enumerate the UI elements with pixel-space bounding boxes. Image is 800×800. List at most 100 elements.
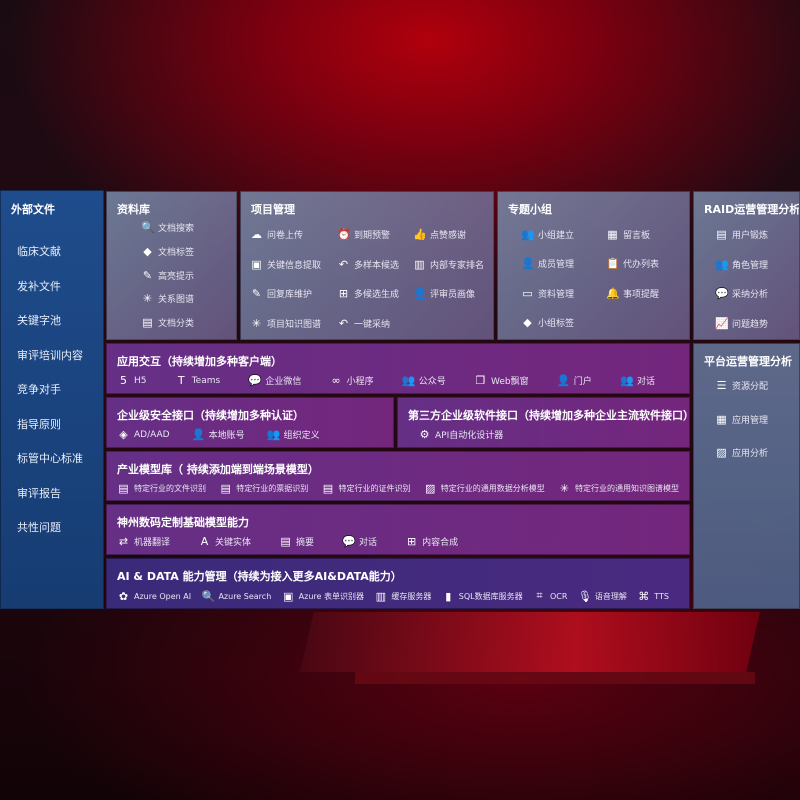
ranking-icon: ▥ [414, 257, 425, 271]
feature-label: 内容合成 [422, 538, 459, 548]
form-icon: ▣ [282, 589, 294, 603]
feature-item-id-card[interactable]: ▤ 特定行业的证件识别 [322, 482, 411, 495]
feature-item-pen[interactable]: ✎ 高亮提示 [141, 269, 194, 282]
feature-item-sql[interactable]: ▮ SQL数据库服务器 [442, 590, 522, 603]
feature-label: Azure Search [218, 591, 272, 601]
feature-label: 高亮提示 [158, 271, 195, 282]
feature-item-user[interactable]: 👤 评审员画像 [413, 287, 475, 300]
feature-label: 机器翻译 [134, 538, 171, 548]
feature-item-ocr[interactable]: ⌗ OCR [533, 589, 567, 603]
feature-item-portal[interactable]: 👤 门户 [557, 374, 592, 387]
feature-item-puzzle[interactable]: ⊞ 多候选生成 [337, 287, 399, 300]
feature-label: 项目知识图谱 [267, 319, 322, 330]
feature-label: 文档标签 [158, 247, 195, 258]
feature-item-cloud-upload[interactable]: ☁ 问卷上传 [250, 228, 303, 241]
feature-item-bbs[interactable]: ▦ 留言板 [606, 228, 650, 241]
feature-item-teams[interactable]: T Teams [175, 374, 220, 387]
feature-item-doc[interactable]: ▤ 特定行业的文件识别 [117, 482, 206, 495]
feature-item-window[interactable]: ❐ Web飘窗 [474, 374, 529, 387]
external-file-item[interactable]: 发补文件 [17, 279, 61, 293]
feature-label: 组织定义 [283, 431, 320, 441]
feature-item-extract[interactable]: ▣ 关键信息提取 [250, 258, 321, 271]
feature-item-reply[interactable]: ↶ 一键采纳 [337, 317, 390, 330]
feature-item-users[interactable]: 👥 公众号 [402, 374, 446, 387]
html5-icon: 5 [120, 374, 127, 387]
feature-item-clipboard[interactable]: 📋 代办列表 [606, 257, 659, 270]
feature-label: 回复库维护 [267, 290, 313, 300]
feature-item-reply[interactable]: ↶ 多样本候选 [337, 258, 399, 271]
feature-item-speech[interactable]: 🎙 语音理解 [578, 590, 627, 603]
external-file-item[interactable]: 共性问题 [17, 521, 61, 534]
feature-item-puzzle[interactable]: ⊞ 内容合成 [405, 535, 458, 548]
external-file-item[interactable]: 临床文献 [17, 245, 61, 258]
feature-item-users[interactable]: 👥 角色管理 [715, 258, 768, 271]
feature-item-tts[interactable]: ⌘ TTS [637, 590, 669, 603]
clipboard-icon: 📋 [606, 257, 620, 271]
external-file-item[interactable]: 标管中心标准 [17, 452, 83, 465]
feature-item-alarm[interactable]: ⏰ 到期预警 [337, 228, 390, 241]
panel-title: 外部文件 [11, 203, 55, 216]
decorative-red-band [300, 612, 760, 672]
feature-label: 问卷上传 [267, 231, 304, 241]
external-file-item[interactable]: 审评培训内容 [17, 348, 83, 362]
feature-label: 问题趋势 [732, 319, 769, 330]
feature-item-html5[interactable]: 5 H5 [117, 374, 147, 387]
feature-item-mini-program[interactable]: ∞ 小程序 [330, 374, 373, 387]
feature-label: 关键实体 [215, 538, 252, 548]
feature-item-qa[interactable]: 💬 采纳分析 [715, 287, 768, 300]
feature-item-trend[interactable]: 📈 问题趋势 [715, 317, 768, 330]
external-file-item[interactable]: 审评报告 [17, 486, 61, 500]
feature-item-ad[interactable]: ◈ AD/AAD [117, 428, 169, 441]
feature-item-wechat[interactable]: 💬 企业微信 [248, 374, 301, 387]
folder-icon: ▭ [522, 286, 533, 300]
feature-item-gear[interactable]: ⚙ API自动化设计器 [418, 428, 504, 441]
tag-icon: ◆ [523, 315, 532, 329]
feature-label: 到期预警 [354, 231, 391, 241]
chat-icon: 💬 [342, 535, 356, 548]
feature-item-chart[interactable]: ▨ 特定行业的通用数据分析模型 [424, 482, 545, 495]
feature-item-user-lock[interactable]: 👤 本地账号 [192, 428, 245, 441]
external-file-item[interactable]: 关键字池 [17, 314, 61, 327]
feature-item-tag[interactable]: ◆ 小组标签 [521, 316, 574, 329]
feature-item-edit[interactable]: ✎ 回复库维护 [250, 287, 312, 300]
group-panel: 专题小组 [497, 191, 690, 340]
feature-item-receipt[interactable]: ▤ 特定行业的票据识别 [219, 482, 309, 495]
feature-item-tag[interactable]: ◆ 文档标签 [141, 245, 194, 258]
feature-item-ranking[interactable]: ▥ 内部专家排名 [413, 258, 484, 271]
feature-item-folder[interactable]: ▭ 资料管理 [521, 287, 574, 300]
feature-item-translate[interactable]: ⇄ 机器翻译 [117, 535, 170, 548]
feature-item-entity[interactable]: A 关键实体 [198, 535, 251, 548]
feature-item-user-add[interactable]: 👤 成员管理 [521, 257, 574, 270]
feature-item-thumbs-up[interactable]: 👍 点赞感谢 [413, 228, 466, 241]
feature-item-apps[interactable]: ▦ 应用管理 [715, 413, 768, 426]
feature-item-users[interactable]: 👥 小组建立 [521, 228, 574, 241]
external-file-item[interactable]: 竞争对手 [17, 383, 61, 396]
feature-item-form[interactable]: ▣ Azure 表单识别器 [282, 590, 364, 603]
external-file-item[interactable]: 指导原则 [17, 417, 61, 431]
tag-icon: ◆ [143, 244, 152, 258]
feature-item-graph[interactable]: ✳ 项目知识图谱 [250, 317, 321, 330]
entity-icon: A [200, 535, 209, 548]
feature-item-chat-users[interactable]: 👥 对话 [620, 374, 655, 387]
feature-label: 门户 [573, 377, 592, 387]
feature-item-chart[interactable]: ▨ 应用分析 [715, 446, 768, 459]
feature-item-openai[interactable]: ✿ Azure Open AI [117, 590, 191, 603]
feature-item-graph[interactable]: ✳ 关系图谱 [141, 292, 194, 305]
feature-item-doc-search[interactable]: 🔍 文档搜索 [141, 221, 194, 234]
feature-item-graph[interactable]: ✳ 特定行业的通用知识图谱模型 [558, 482, 679, 495]
feature-item-id-card[interactable]: ▤ 用户锻炼 [715, 228, 768, 241]
feature-item-search-doc[interactable]: 🔍 Azure Search [201, 590, 271, 603]
org-icon: 👥 [266, 428, 281, 441]
feature-item-cache[interactable]: ▥ 缓存服务器 [374, 590, 432, 603]
alarm-icon: ⏰ [337, 228, 351, 241]
feature-item-bell[interactable]: 🔔 事项提醒 [606, 287, 659, 300]
feature-item-org[interactable]: 👥 组织定义 [267, 428, 320, 441]
chart-icon: ▨ [425, 482, 436, 495]
feature-item-chat[interactable]: 💬 对话 [342, 535, 377, 548]
feature-label: 特定行业的通用数据分析模型 [440, 484, 545, 493]
feature-item-doc[interactable]: ▤ 摘要 [279, 535, 314, 548]
feature-item-list[interactable]: ☰ 资源分配 [715, 379, 768, 392]
panel-title: 应用交互（持续增加多种客户端） [117, 355, 282, 368]
teams-icon: T [177, 374, 185, 387]
feature-item-doc-stack[interactable]: ▤ 文档分类 [141, 316, 194, 329]
